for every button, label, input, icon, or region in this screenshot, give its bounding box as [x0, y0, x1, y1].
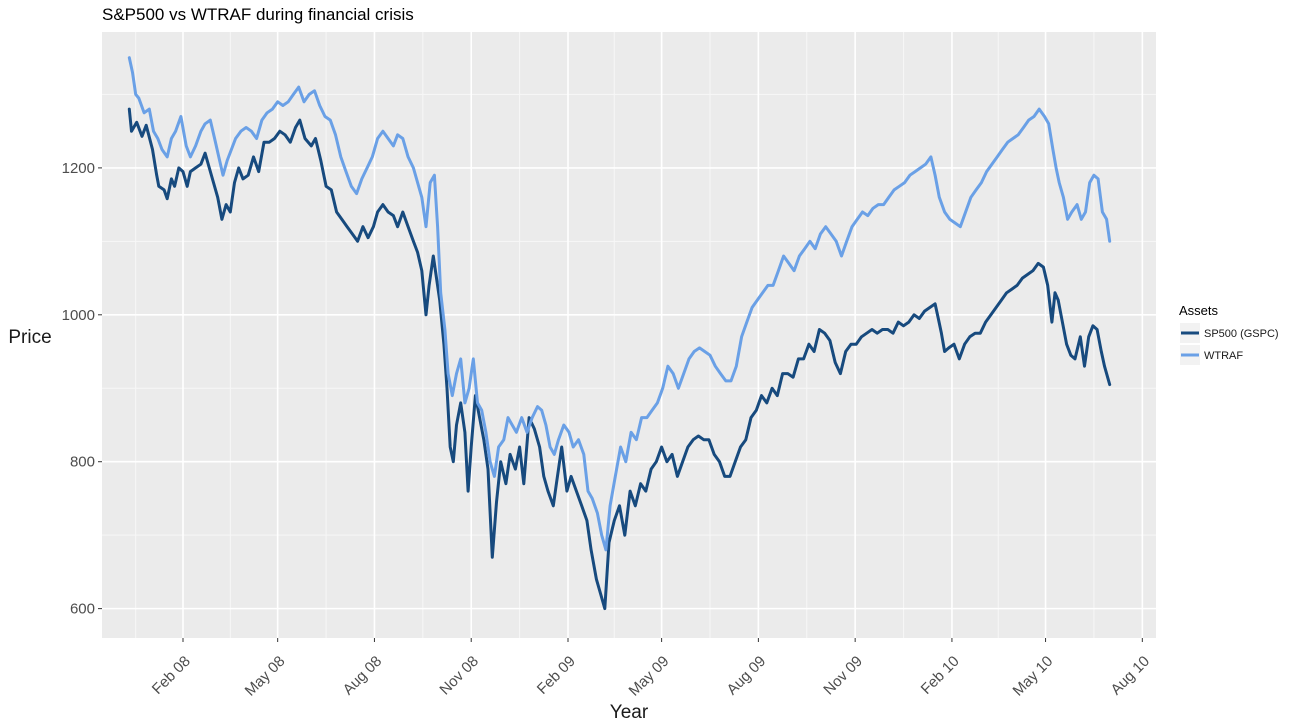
x-tick-label: Aug 08: [340, 653, 386, 699]
series-lines: [127, 56, 1112, 611]
x-tick-label: Aug 10: [1108, 653, 1154, 699]
x-tick-label: May 10: [1010, 653, 1057, 700]
x-axis-title: Year: [610, 702, 649, 723]
y-tick-label: 800: [70, 454, 95, 471]
y-tick-label: 1200: [62, 160, 95, 177]
legend-label-sp500: SP500 (GSPC): [1204, 328, 1279, 340]
chart-title: S&P500 vs WTRAF during financial crisis: [102, 5, 414, 24]
y-axis-title: Price: [8, 327, 51, 348]
series-line-sp500: [127, 107, 1112, 611]
series-line-wtraf: [127, 56, 1112, 552]
legend-item-wtraf: WTRAF: [1180, 345, 1243, 365]
x-tick-label: Feb 08: [149, 653, 194, 698]
x-tick-label: Aug 09: [724, 653, 770, 699]
y-tick-label: 1000: [62, 307, 95, 324]
x-tick-label: Feb 10: [918, 653, 963, 698]
legend-title: Assets: [1179, 303, 1219, 318]
y-axis: 600 800 1000 1200: [62, 160, 102, 618]
x-tick-label: May 08: [242, 653, 289, 700]
x-tick-label: Feb 09: [534, 653, 579, 698]
x-tick-label: May 09: [626, 653, 673, 700]
legend: Assets SP500 (GSPC) WTRAF: [1179, 303, 1279, 365]
legend-label-wtraf: WTRAF: [1204, 350, 1243, 362]
x-axis: Feb 08 May 08 Aug 08 Nov 08 Feb 09 May 09 Aug …: [149, 638, 1153, 700]
legend-item-sp500: SP500 (GSPC): [1180, 323, 1279, 343]
y-tick-label: 600: [70, 601, 95, 618]
grid-major: [102, 32, 1156, 638]
x-tick-label: Nov 09: [820, 653, 866, 699]
x-tick-label: Nov 08: [436, 653, 482, 699]
